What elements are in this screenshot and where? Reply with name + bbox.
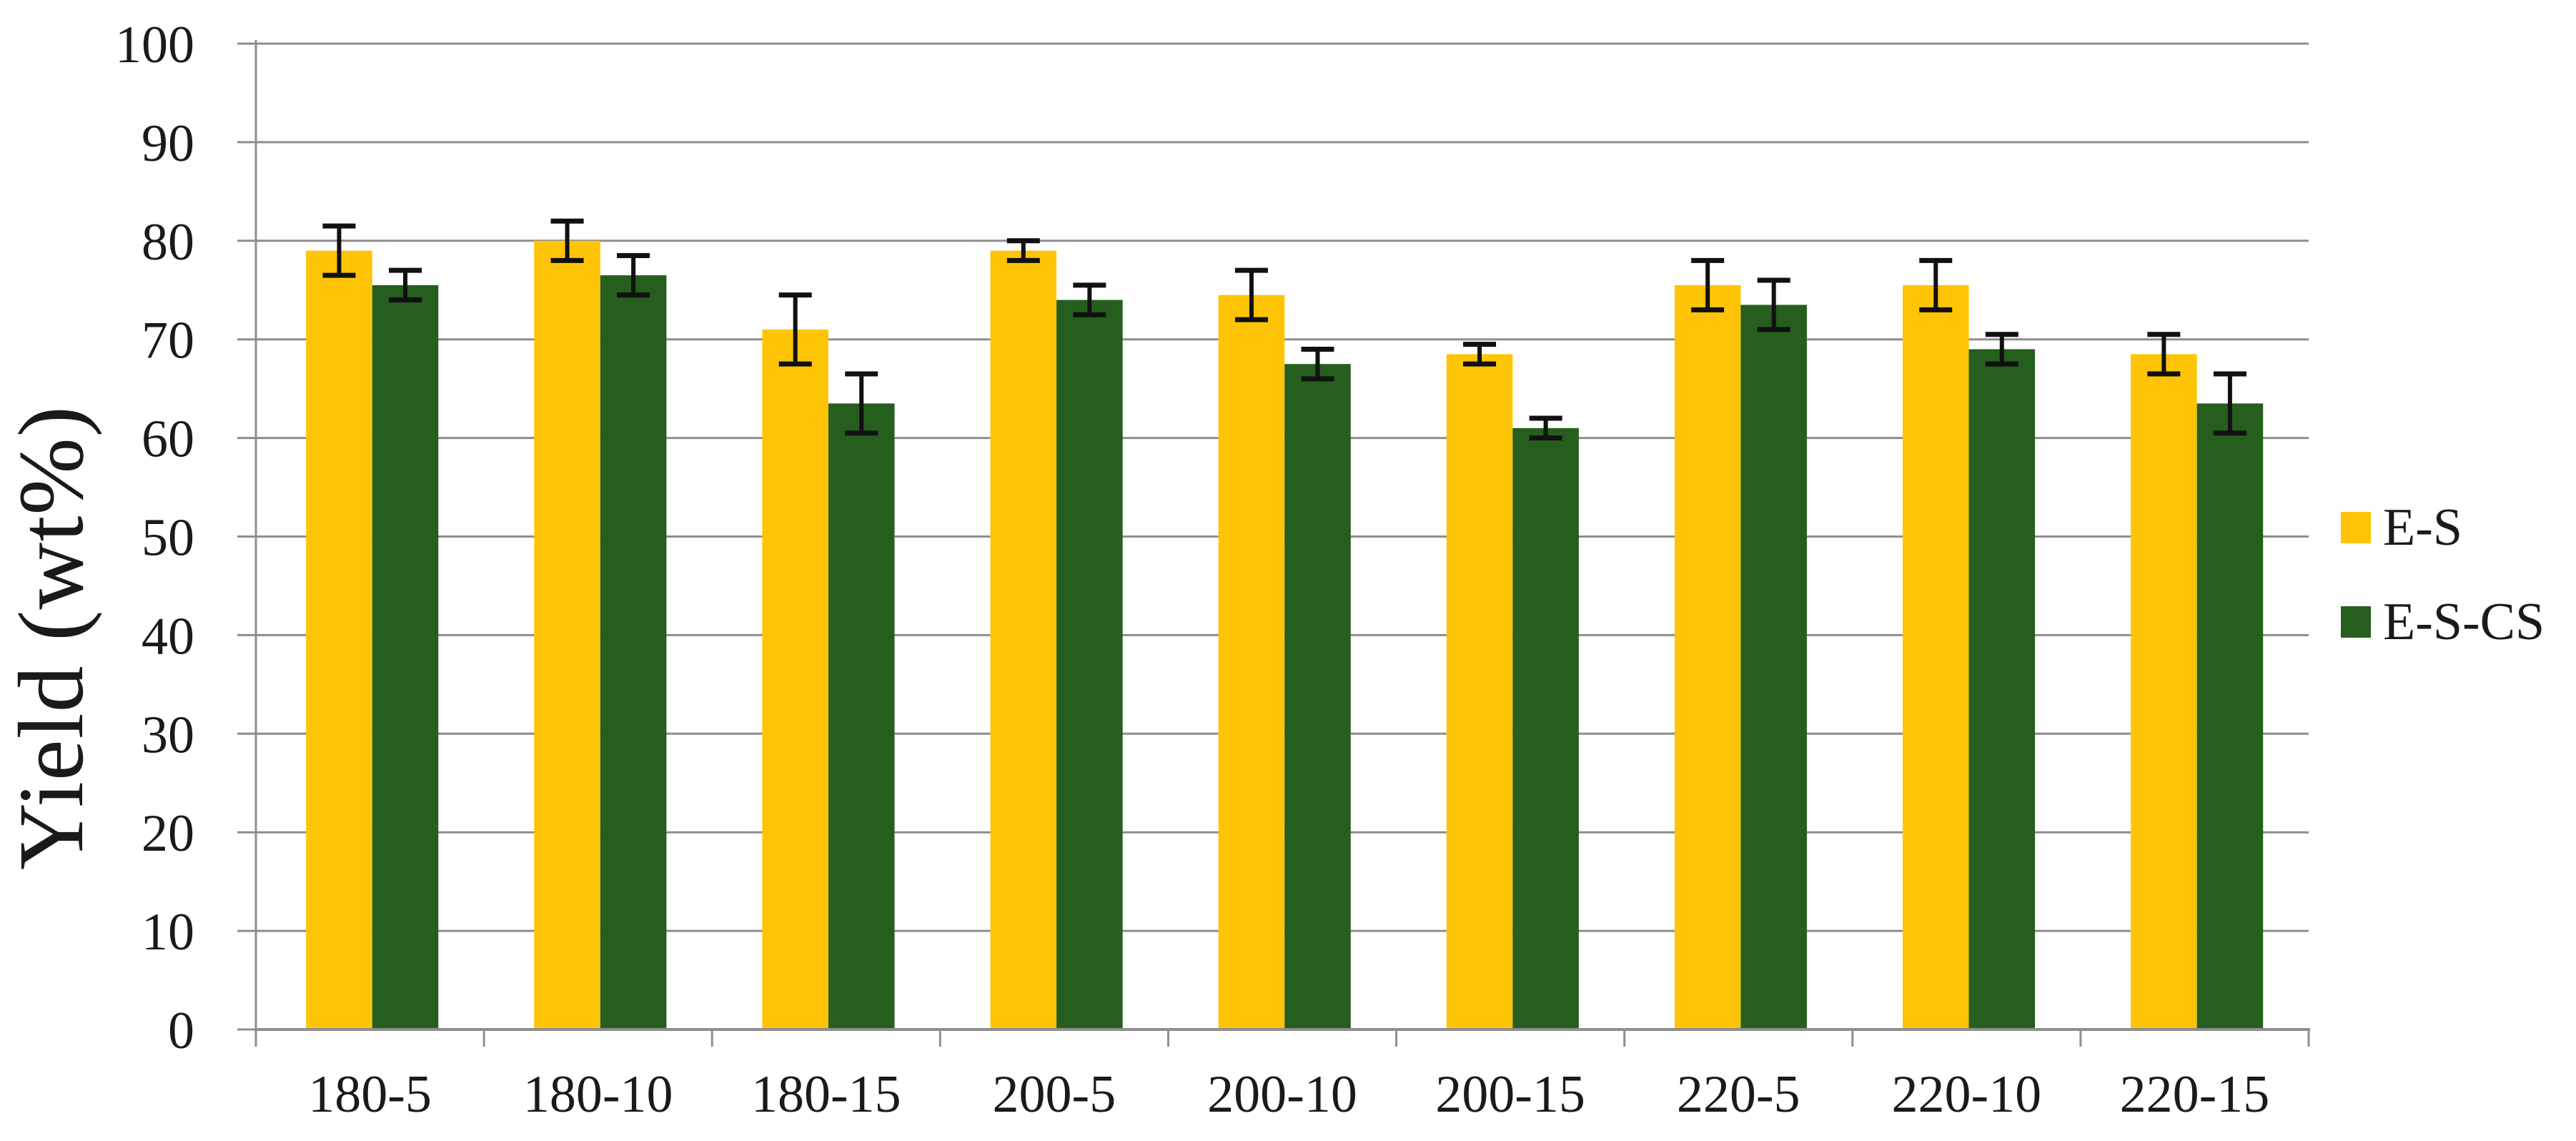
x-category-label: 200-10	[1207, 1065, 1357, 1124]
bar-E-S-200-15	[1446, 354, 1513, 1029]
x-category-label: 200-15	[1435, 1065, 1585, 1124]
y-axis-title: Yield (wt%)	[0, 405, 103, 871]
bar-E-S-CS-220-15	[2196, 403, 2264, 1029]
legend-swatch-es	[2341, 512, 2371, 543]
bar-E-S-CS-180-10	[600, 275, 667, 1030]
y-tick-label: 20	[142, 804, 194, 863]
bar-E-S-CS-200-10	[1284, 364, 1351, 1029]
x-category-label: 220-15	[2120, 1065, 2270, 1124]
x-category-label: 180-10	[523, 1065, 673, 1124]
bar-E-S-180-10	[534, 240, 600, 1029]
y-tick-label: 90	[142, 114, 194, 173]
bar-E-S-200-5	[990, 250, 1057, 1030]
y-tick-label: 80	[142, 213, 194, 272]
bar-E-S-220-15	[2131, 354, 2197, 1029]
bar-E-S-CS-220-10	[1968, 349, 2036, 1029]
bar-E-S-CS-180-5	[372, 285, 439, 1030]
legend-label-escs: E-S-CS	[2383, 593, 2545, 651]
x-category-label: 180-15	[751, 1065, 901, 1124]
legend-item-escs: E-S-CS	[2341, 591, 2545, 653]
x-category-label: 180-5	[308, 1065, 432, 1124]
y-tick-label: 70	[142, 312, 194, 370]
bar-E-S-220-10	[1902, 285, 1969, 1030]
x-category-label: 220-5	[1677, 1065, 1800, 1124]
y-tick-label: 100	[115, 16, 194, 74]
y-tick-label: 30	[142, 706, 194, 764]
bar-E-S-220-5	[1674, 285, 1741, 1030]
bar-E-S-180-15	[762, 329, 828, 1029]
y-tick-label: 60	[142, 410, 194, 469]
bar-E-S-180-5	[306, 250, 372, 1030]
legend-swatch-escs	[2341, 606, 2371, 638]
bar-E-S-CS-200-15	[1512, 428, 1579, 1029]
bar-E-S-CS-200-5	[1056, 300, 1123, 1029]
legend-label-es: E-S	[2383, 498, 2462, 557]
legend-item-es: E-S	[2341, 497, 2462, 558]
y-tick-label: 50	[142, 509, 194, 568]
series-E-S-CS	[372, 275, 2264, 1030]
y-tick-label: 40	[142, 607, 194, 666]
x-category-label: 200-5	[993, 1065, 1116, 1124]
bar-E-S-CS-220-5	[1740, 305, 1807, 1029]
x-category-label: 220-10	[1892, 1065, 2042, 1124]
series-E-S	[306, 240, 2197, 1030]
bar-E-S-200-10	[1218, 295, 1285, 1029]
y-tick-label: 0	[168, 1002, 194, 1060]
y-tick-label: 10	[142, 903, 194, 962]
bar-E-S-CS-180-15	[828, 403, 895, 1029]
